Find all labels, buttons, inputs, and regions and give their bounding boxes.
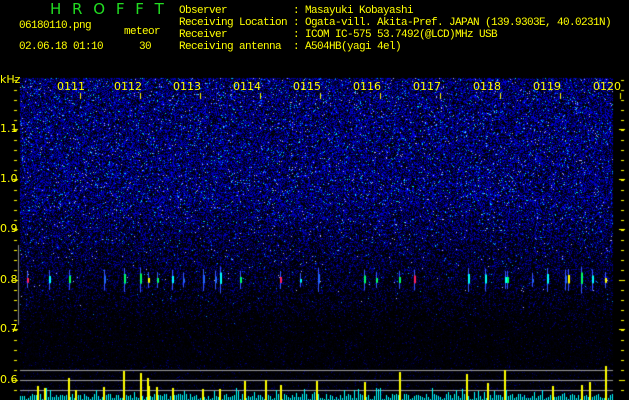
time-label: 0112 — [114, 80, 142, 93]
info-label-receiver: Receiver — [179, 29, 228, 41]
time-label: 0111 — [57, 80, 85, 93]
file-name: 06180110.png — [19, 20, 92, 32]
info-label-observer: Observer — [179, 5, 228, 17]
y-tick-label: 0.9 — [0, 222, 18, 235]
y-tick-label: 1.0 — [0, 172, 18, 185]
y-tick-label: 1.1 — [0, 122, 18, 135]
info-label-antenna: Receiving antenna — [179, 41, 282, 53]
meteor-label: meteor — [124, 26, 161, 38]
info-value-antenna: : A504HB(yagi 4el) — [293, 41, 402, 53]
info-value-location: : Ogata-vill. Akita-Pref. JAPAN (139.930… — [293, 17, 612, 29]
time-label: 0114 — [233, 80, 261, 93]
app-title: H R O F F T — [50, 0, 167, 18]
time-label: 0118 — [473, 80, 501, 93]
info-value-observer: : Masayuki Kobayashi — [293, 5, 414, 17]
y-tick-label: 0.8 — [0, 273, 18, 286]
time-label: 0117 — [413, 80, 441, 93]
file-datetime: 02.06.18 01:10 — [19, 41, 104, 53]
time-label: 0119 — [533, 80, 561, 93]
time-label: 0116 — [353, 80, 381, 93]
info-label-location: Receiving Location — [179, 17, 288, 29]
y-tick-label: 0.7 — [0, 322, 18, 335]
info-value-receiver: : ICOM IC-575 53.7492(@LCD)MHz USB — [293, 29, 498, 41]
time-label: 0113 — [173, 80, 201, 93]
meteor-count: 30 — [139, 41, 152, 53]
time-label: 0115 — [293, 80, 321, 93]
time-label: 0120 — [593, 80, 621, 93]
y-tick-label: 0.6 — [0, 373, 18, 386]
y-axis-unit: kHz — [0, 73, 21, 86]
